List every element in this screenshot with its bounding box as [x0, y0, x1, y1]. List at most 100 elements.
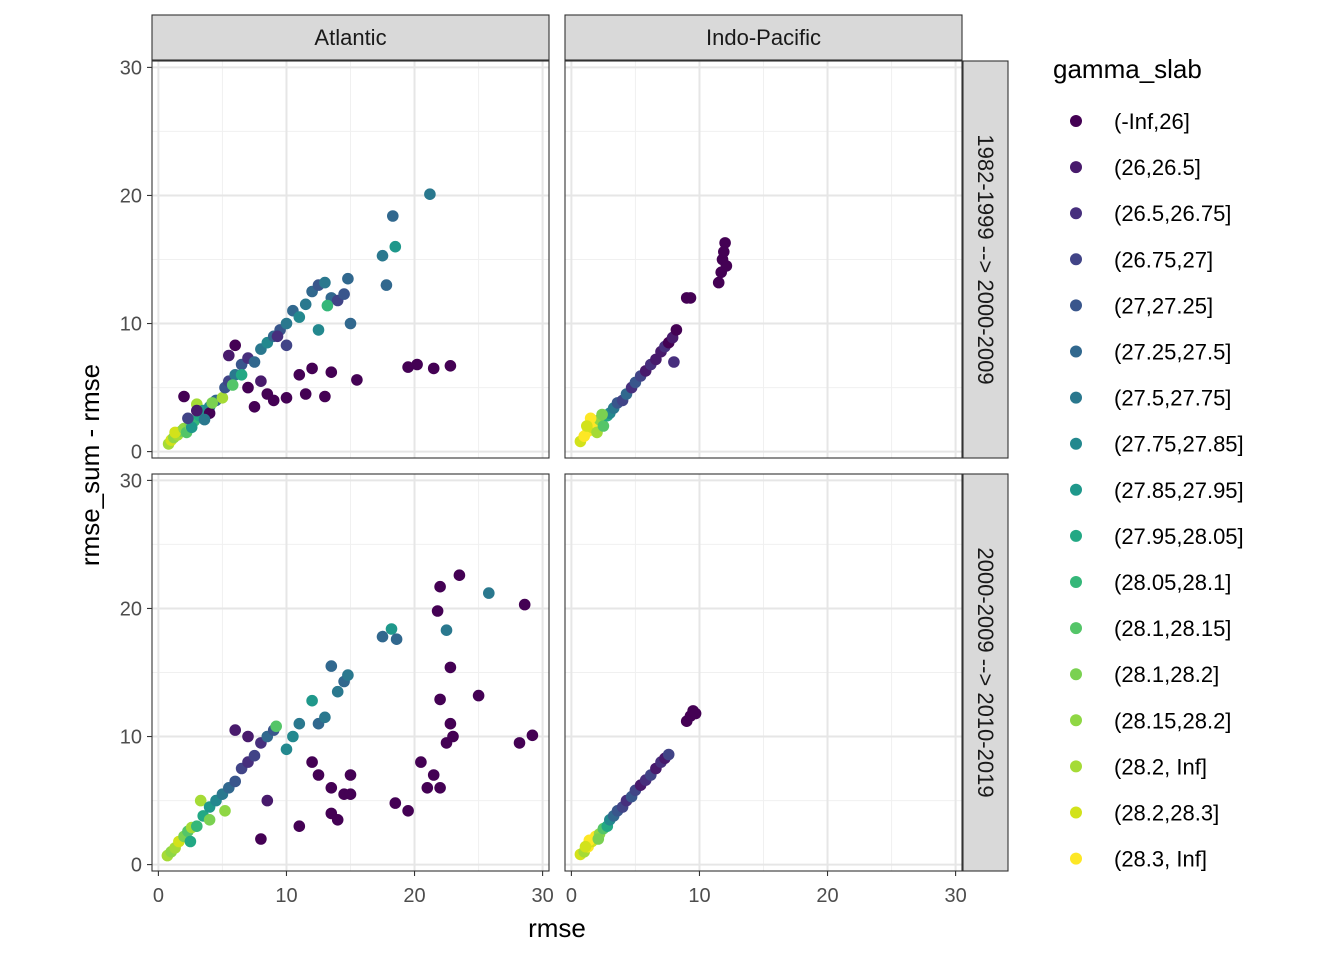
- x-axis-title: rmse: [528, 913, 586, 943]
- data-point: [444, 661, 457, 674]
- x-tick-label: 0: [153, 885, 164, 907]
- data-point: [444, 717, 457, 730]
- data-point: [662, 748, 675, 761]
- legend-key: [1070, 622, 1082, 635]
- data-point: [280, 743, 293, 756]
- y-tick-label: 0: [131, 442, 142, 464]
- legend-label: (27.95,28.05]: [1114, 524, 1244, 549]
- data-point: [668, 356, 680, 368]
- legend-key: [1070, 437, 1082, 450]
- data-point: [178, 390, 190, 403]
- data-point: [255, 833, 267, 845]
- data-point: [712, 276, 725, 289]
- data-point: [261, 794, 274, 807]
- data-point: [440, 624, 453, 636]
- strip-row-2: [962, 473, 1009, 872]
- data-point: [483, 587, 495, 599]
- data-point: [198, 413, 211, 426]
- strip-indo-pacific: [564, 14, 963, 61]
- y-tick-label: 10: [120, 727, 142, 749]
- data-point: [581, 420, 593, 432]
- data-point: [526, 729, 539, 742]
- data-point: [319, 276, 331, 289]
- data-point: [242, 381, 254, 394]
- y-tick-label: 10: [120, 314, 142, 336]
- legend-key: [1070, 253, 1082, 266]
- strip-label-row-2: 2000-2009 --> 2010-2019: [973, 547, 998, 797]
- data-point: [229, 339, 241, 352]
- strip-label-indo-pacific: Indo-Pacific: [706, 25, 821, 50]
- data-point: [427, 362, 440, 375]
- data-point: [306, 756, 318, 768]
- legend-key: [1070, 760, 1082, 773]
- legend-items: (-Inf,26] (26,26.5] (26.5,26.75] (26.75,27]…: [1070, 109, 1244, 872]
- data-point: [235, 369, 248, 381]
- data-point: [319, 390, 331, 403]
- panel-atlantic-row-2: [151, 473, 550, 872]
- data-point: [293, 369, 306, 381]
- panel-border: [564, 473, 963, 872]
- x-tick-label: 30: [531, 885, 553, 907]
- panel-border: [564, 60, 963, 459]
- legend-label: (28.3, Inf]: [1114, 847, 1207, 872]
- legend-key: [1070, 115, 1082, 127]
- legend-label: (27.85,27.95]: [1114, 478, 1244, 503]
- data-point: [431, 605, 444, 617]
- strip-atlantic: [151, 14, 550, 61]
- panel-atlantic-row-1: [151, 60, 550, 459]
- data-point: [376, 630, 389, 643]
- data-point: [338, 288, 350, 300]
- data-point: [444, 360, 457, 372]
- panel-indo-pacific-row-2: [564, 473, 963, 872]
- y-tick-label: 30: [120, 470, 142, 492]
- legend-label: (28.15,28.2]: [1114, 708, 1231, 733]
- data-point: [390, 633, 403, 645]
- y-tick-label: 20: [120, 598, 142, 620]
- data-point: [248, 356, 261, 368]
- data-point: [191, 404, 203, 417]
- y-axis-title: rmse_sum - rmse: [75, 364, 105, 566]
- data-point: [689, 707, 702, 720]
- legend-label: (27.75,27.85]: [1114, 432, 1244, 457]
- legend-label: (28.2,28.3]: [1114, 801, 1219, 826]
- data-point: [331, 685, 344, 698]
- panel-border: [151, 60, 550, 459]
- legend-title: gamma_slab: [1053, 54, 1202, 84]
- data-point: [194, 794, 207, 807]
- facet-strips-columns: Atlantic Indo-Pacific: [151, 14, 963, 61]
- data-point: [280, 339, 293, 352]
- data-point: [203, 814, 216, 826]
- data-point: [518, 598, 531, 611]
- x-tick-label: 10: [688, 885, 710, 907]
- panel-border: [151, 473, 550, 872]
- data-point: [331, 814, 344, 826]
- data-point: [242, 730, 254, 743]
- data-point: [434, 782, 446, 794]
- legend-key: [1070, 806, 1082, 819]
- legend-key: [1070, 714, 1082, 727]
- data-point: [255, 375, 267, 388]
- strip-label-atlantic: Atlantic: [314, 25, 386, 50]
- y-tick-label: 20: [120, 185, 142, 207]
- data-point: [229, 724, 241, 736]
- x-tick-label: 30: [944, 885, 966, 907]
- x-tick-label: 20: [403, 885, 425, 907]
- data-point: [325, 660, 338, 672]
- data-point: [344, 788, 357, 800]
- data-point: [299, 298, 312, 311]
- data-point: [344, 317, 357, 330]
- data-point: [434, 580, 446, 593]
- legend-label: (26.75,27]: [1114, 247, 1213, 272]
- legend-label: (27.25,27.5]: [1114, 340, 1231, 365]
- legend-key: [1070, 529, 1082, 542]
- data-point: [592, 833, 605, 845]
- data-point: [312, 769, 325, 781]
- data-point: [287, 730, 299, 743]
- data-point: [226, 379, 239, 391]
- legend-key: [1070, 207, 1082, 220]
- facet-strips-rows: 1982-1999 --> 2000-2009 2000-2009 --> 20…: [962, 60, 1009, 872]
- legend-key: [1070, 161, 1082, 174]
- panel-indo-pacific-row-1: [564, 60, 963, 459]
- x-tick-label: 10: [275, 885, 297, 907]
- data-point: [424, 188, 436, 200]
